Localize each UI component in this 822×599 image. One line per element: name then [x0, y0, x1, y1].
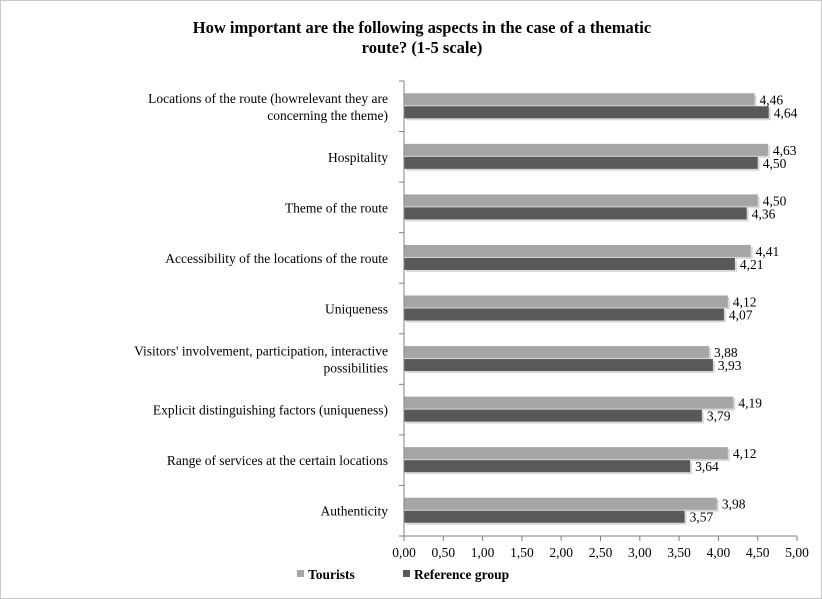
bars: 4,464,644,634,504,504,364,414,214,124,07… — [404, 92, 798, 525]
data-label: 3,93 — [718, 358, 742, 373]
data-label: 3,57 — [690, 510, 714, 525]
category-label: Locations of the route (howrelevant they… — [148, 91, 388, 106]
category-labels: Locations of the route (howrelevant they… — [134, 91, 388, 519]
data-label: 4,19 — [738, 396, 762, 411]
x-tick-label: 4,50 — [746, 545, 770, 560]
bar-tourists — [404, 93, 755, 106]
category-label: Theme of the route — [285, 200, 388, 215]
bar-tourists — [404, 396, 734, 409]
bar-reference-group — [404, 409, 702, 422]
x-tick-label: 4,00 — [707, 545, 731, 560]
category-label: Range of services at the certain locatio… — [167, 453, 388, 468]
bar-reference-group — [404, 257, 735, 270]
category-label: Hospitality — [328, 150, 388, 165]
data-label: 4,41 — [756, 244, 780, 259]
data-label: 4,07 — [729, 308, 753, 323]
data-label: 4,12 — [733, 295, 757, 310]
data-label: 4,36 — [752, 206, 776, 221]
bar-tourists — [404, 194, 758, 207]
legend: Tourists Reference group — [297, 567, 509, 582]
chart-title: How important are the following aspects … — [193, 18, 651, 57]
bar-tourists — [404, 447, 728, 460]
data-label: 4,64 — [774, 105, 798, 120]
category-label: Explicit distinguishing factors (uniquen… — [153, 403, 388, 418]
data-label: 3,64 — [695, 459, 719, 474]
bar-reference-group — [404, 308, 724, 321]
data-label: 4,63 — [773, 143, 797, 158]
category-label: Uniqueness — [325, 302, 388, 317]
bar-tourists — [404, 346, 709, 359]
x-tick-label: 0,00 — [392, 545, 416, 560]
legend-label: Reference group — [414, 567, 509, 582]
category-label: Accessibility of the locations of the ro… — [165, 251, 388, 266]
x-tick-label: 3,00 — [628, 545, 652, 560]
bar-reference-group — [404, 359, 713, 372]
bar-reference-group — [404, 106, 769, 119]
data-label: 3,79 — [707, 409, 731, 424]
bar-tourists — [404, 244, 751, 257]
x-tick-label: 1,50 — [510, 545, 534, 560]
category-label: Authenticity — [321, 504, 389, 519]
chart-title-line: route? (1-5 scale) — [362, 38, 483, 57]
bar-reference-group — [404, 207, 747, 220]
bar-tourists — [404, 143, 768, 156]
bar-tourists — [404, 497, 717, 510]
data-label: 4,50 — [763, 156, 787, 171]
x-tick-label: 1,00 — [471, 545, 495, 560]
data-label: 4,12 — [733, 446, 757, 461]
bar-reference-group — [404, 156, 758, 169]
category-label: concerning the theme) — [267, 108, 388, 123]
data-label: 3,98 — [722, 497, 746, 512]
x-tick-label: 2,50 — [589, 545, 613, 560]
x-tick-label: 3,50 — [667, 545, 691, 560]
bar-reference-group — [404, 460, 691, 473]
legend-swatch-tourists — [297, 570, 304, 577]
category-label: possibilities — [323, 361, 388, 376]
data-label: 4,21 — [740, 257, 764, 272]
data-label: 4,50 — [763, 193, 787, 208]
x-axis: 0,00 0,50 1,00 1,50 2,00 2,50 3,00 3,50 4,00 4,50… — [392, 80, 809, 560]
legend-swatch-reference-group — [403, 570, 410, 577]
x-tick-label: 2,00 — [549, 545, 573, 560]
chart-title-line: How important are the following aspects … — [193, 18, 651, 37]
category-label: Visitors' involvement, participation, in… — [134, 344, 388, 359]
bar-reference-group — [404, 510, 685, 523]
x-tick-label: 0,50 — [431, 545, 455, 560]
data-label: 4,46 — [760, 92, 784, 107]
x-tick-label: 5,00 — [785, 545, 809, 560]
legend-label: Tourists — [308, 567, 355, 582]
data-label: 3,88 — [714, 345, 738, 360]
bar-tourists — [404, 295, 728, 308]
